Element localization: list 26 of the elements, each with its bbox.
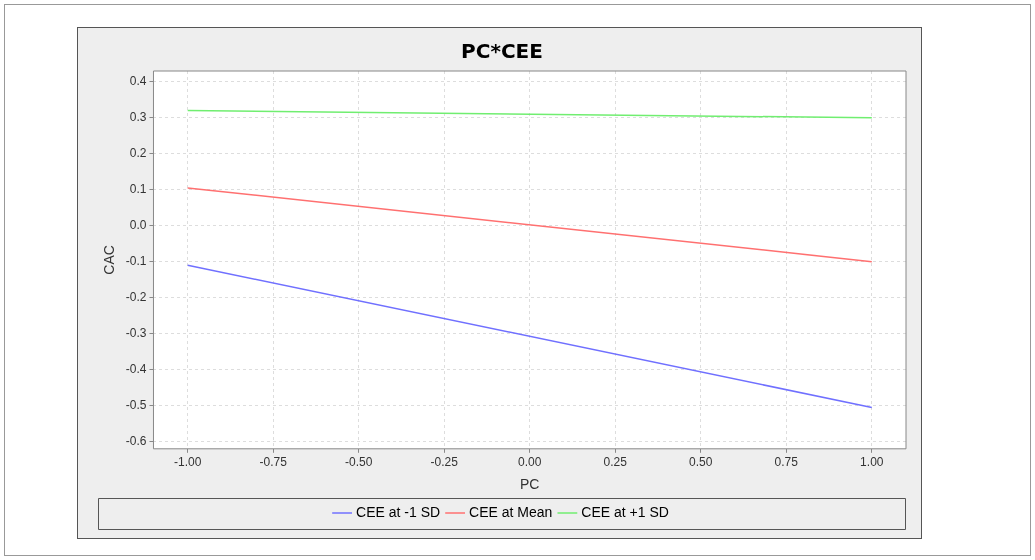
y-tick-label: -0.5 — [125, 397, 147, 412]
x-tick-label: -1.00 — [174, 455, 202, 470]
y-axis-title: CAC — [101, 245, 118, 275]
y-tick-label: -0.6 — [125, 433, 147, 448]
x-tick-label: 1.00 — [860, 455, 884, 470]
chart-title: PC*CEE — [461, 39, 543, 64]
y-tick-label: -0.1 — [125, 254, 147, 269]
legend-label: CEE at -1 SD — [356, 503, 441, 520]
y-tick-label: 0.4 — [129, 74, 147, 89]
legend-label: CEE at Mean — [469, 503, 553, 520]
y-tick-label: 0.0 — [129, 218, 147, 233]
y-tick-label: -0.4 — [125, 361, 147, 376]
legend-label: CEE at +1 SD — [581, 503, 669, 520]
x-tick-label: 0.00 — [518, 455, 542, 470]
x-tick-label: 0.25 — [603, 455, 628, 470]
y-tick-label: -0.3 — [125, 325, 147, 340]
x-tick-label: -0.50 — [345, 455, 373, 470]
y-tick-label: 0.2 — [129, 146, 147, 161]
y-tick-label: 0.1 — [129, 182, 147, 197]
y-tick-label: -0.2 — [125, 289, 147, 304]
x-tick-label: 0.75 — [774, 455, 799, 470]
x-tick-label: 0.50 — [689, 455, 713, 470]
x-axis-title: PC — [520, 476, 540, 493]
x-tick-label: -0.25 — [430, 455, 459, 470]
x-tick-label: -0.75 — [259, 455, 288, 470]
y-tick-label: 0.3 — [129, 110, 147, 125]
